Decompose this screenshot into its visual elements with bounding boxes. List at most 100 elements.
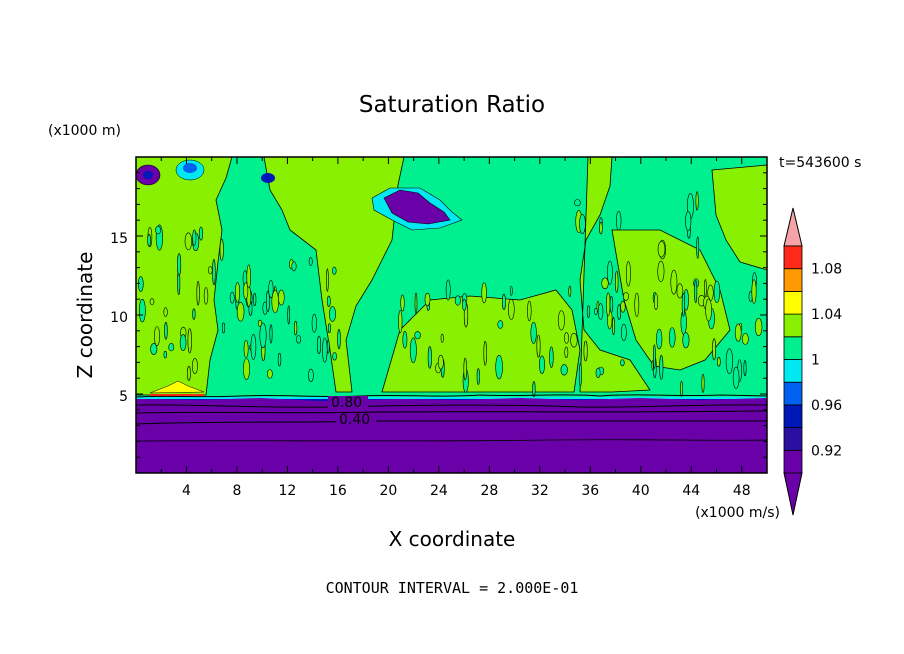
contour-island <box>267 369 273 379</box>
colorbar-segment <box>783 449 803 474</box>
contour-island <box>694 280 698 304</box>
contour-island <box>549 346 554 368</box>
contour-island <box>583 340 588 362</box>
contour-island <box>424 292 431 307</box>
colorbar: 1.08 1.04 1 0.96 0.92 <box>783 207 842 516</box>
contour-island <box>445 279 451 301</box>
contour-island <box>538 355 545 374</box>
contour-island <box>250 333 257 360</box>
contour-island <box>296 335 302 344</box>
x-tick-label: 28 <box>480 483 498 499</box>
contour-island <box>620 359 625 367</box>
contour-island <box>712 338 717 361</box>
contour-island <box>568 285 572 298</box>
contour-island <box>212 258 216 286</box>
contour-island <box>495 354 503 380</box>
contour-island <box>725 348 734 375</box>
contour-island <box>268 280 274 299</box>
contour-island <box>732 366 740 389</box>
colorbar-under-triangle <box>783 472 803 516</box>
contour-island <box>617 304 622 320</box>
contour-island <box>586 305 591 318</box>
contour-island <box>614 270 619 293</box>
contour-label-0.40: 0.40 <box>339 412 370 428</box>
contour-island <box>150 343 158 355</box>
contour-island <box>557 310 565 331</box>
contour-island <box>327 323 331 334</box>
contour-island <box>203 287 209 305</box>
contour-island <box>563 332 569 344</box>
contour-island <box>198 226 204 241</box>
contour-island <box>681 292 686 317</box>
colorbar-label: 1.04 <box>811 307 842 323</box>
colorbar-segment <box>783 245 803 270</box>
contour-island <box>595 367 601 379</box>
contour-island <box>751 279 757 304</box>
contour-island <box>243 282 249 300</box>
contour-island <box>414 292 418 315</box>
contour-island <box>149 298 155 306</box>
contour-line-0.20 <box>136 439 767 442</box>
contour-island <box>483 340 487 366</box>
contour-island <box>704 279 707 298</box>
contour-island <box>705 298 712 322</box>
contour-island <box>291 261 297 272</box>
contour-island <box>316 335 321 355</box>
contour-island <box>612 316 615 336</box>
lime-region-right <box>579 157 651 393</box>
contour-field: 0.80 0.40 <box>136 157 767 473</box>
contour-island <box>527 300 532 322</box>
contour-island <box>208 266 213 275</box>
y-tick-label: 10 <box>110 310 128 326</box>
contour-island <box>536 334 541 358</box>
x-tick-label: 48 <box>733 483 751 499</box>
contour-island <box>599 221 603 235</box>
chart-title: Saturation Ratio <box>359 92 545 118</box>
surface-hotspot-red <box>150 394 204 396</box>
contour-island <box>653 344 656 369</box>
blue-patch-top-left <box>143 171 153 179</box>
contour-island <box>440 333 444 343</box>
contour-island <box>259 322 267 349</box>
contour-island <box>221 322 226 334</box>
contour-island <box>191 358 198 374</box>
contour-island <box>163 307 168 317</box>
contour-island <box>668 327 676 348</box>
contour-island <box>402 330 408 349</box>
contour-island <box>400 294 405 312</box>
colorbar-segment <box>783 336 803 360</box>
y-units-label: (x1000 m) <box>48 123 121 139</box>
contour-island <box>192 229 197 247</box>
contour-island <box>326 268 329 292</box>
contour-island <box>685 211 692 232</box>
contour-island <box>414 331 421 340</box>
blue-patch-upper <box>261 173 275 183</box>
contour-island <box>682 332 690 349</box>
contour-island <box>462 299 467 311</box>
contour-island <box>570 332 578 348</box>
colorbar-segment <box>783 381 803 406</box>
contour-island <box>184 232 193 251</box>
contour-island <box>243 358 251 380</box>
contour-island <box>579 214 586 235</box>
contour-island <box>625 261 631 287</box>
top-boundary-contour <box>136 394 767 398</box>
lime-region-right-top <box>711 164 767 271</box>
colorbar-over-triangle <box>783 207 803 247</box>
contour-island <box>332 352 337 361</box>
contour-island <box>656 328 663 350</box>
contour-island <box>659 354 664 380</box>
contour-island <box>168 343 175 352</box>
colorbar-label: 0.96 <box>811 398 842 414</box>
contour-island <box>326 295 331 307</box>
colorbar-label: 1.08 <box>811 262 842 278</box>
x-tick-label: 20 <box>379 483 397 499</box>
contour-island <box>287 305 291 325</box>
contour-island <box>501 293 506 310</box>
contour-island <box>670 269 678 295</box>
contour-island <box>680 380 683 397</box>
contour-island <box>163 350 168 359</box>
contour-island <box>622 292 629 301</box>
x-tick-label: 24 <box>430 483 448 499</box>
contour-island <box>192 308 196 320</box>
